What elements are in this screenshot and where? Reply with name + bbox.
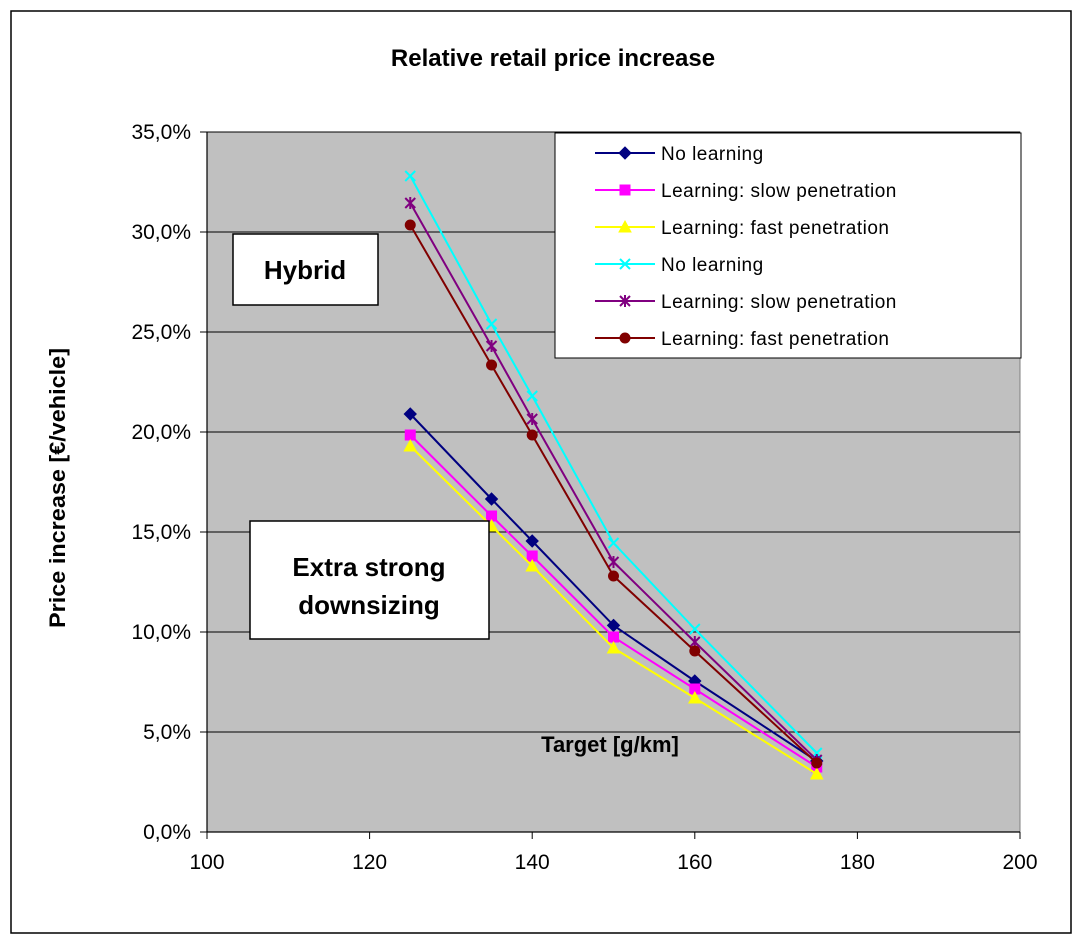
series-line [409,224,818,764]
legend-label: No learning [661,144,764,165]
legend-item: Learning: slow penetration [595,292,897,313]
square-marker [619,184,631,196]
series-line [409,445,818,775]
square-marker [404,429,416,441]
circle-marker [608,570,619,582]
x-tick-label: 160 [677,851,712,874]
star-marker [404,197,416,209]
annotation-box [232,233,379,306]
x-tick-label: 140 [515,851,550,874]
data-series [403,170,824,780]
star-marker [607,556,620,568]
circle-marker [486,359,498,371]
square-marker [608,631,619,643]
x-tick-label: 120 [352,851,387,874]
y-tick-label: 25,0% [131,321,191,344]
y-tick-label: 0,0% [143,821,191,844]
triangle-marker [403,438,418,452]
annotation-text: Extra strong [292,552,445,582]
x-tick-label: 200 [1002,851,1037,874]
series-line [409,175,818,754]
legend-item: Learning: fast penetration [595,329,890,350]
x-marker [689,623,701,635]
series-group [403,438,824,780]
y-tick-label: 5,0% [143,721,191,744]
annotation-hybrid: Hybrid [232,233,379,306]
annotation-text: downsizing [298,590,440,620]
y-tick-label: 10,0% [131,621,191,644]
diamond-marker [403,407,417,421]
axes: 0,0% 5,0% 10,0% 15,0% 20,0% 25,0% 30,0% 35,0% 10… [131,121,1037,874]
annotation-text: Hybrid [264,255,346,285]
circle-marker [689,645,701,657]
circle-marker [526,429,538,441]
triangle-marker [618,219,632,233]
legend-item: No learning [595,255,764,276]
legend: No learning Learning: slow penetration Lea… [554,132,1022,359]
diamond-marker [484,492,499,506]
y-tick-label: 20,0% [131,421,191,444]
triangle-marker [525,558,540,572]
circle-marker [811,757,823,769]
legend-label: No learning [661,255,764,276]
chart-title: Relative retail price increase [391,45,715,72]
triangle-marker [687,690,702,704]
x-marker [619,258,631,270]
legend-item: Learning: fast penetration [595,218,890,239]
triangle-marker [606,640,621,654]
series-group [404,170,823,759]
legend-item: Learning: slow penetration [595,181,897,202]
diamond-marker [606,618,621,633]
circle-marker [619,332,631,344]
series-line [409,202,818,761]
star-marker [526,413,538,425]
star-marker [485,340,498,352]
x-axis-title: Target [g/km] [541,732,679,757]
annotation-extra-strong-downsizing: Extra strong downsizing [249,520,490,640]
y-tick-label: 35,0% [131,121,191,144]
y-axis-title: Price increase [€/vehicle] [45,348,70,628]
x-marker [526,390,538,402]
legend-label: Learning: slow penetration [661,292,897,313]
diamond-marker [525,534,539,548]
legend-box [554,132,1022,359]
legend-item: No learning [595,144,764,165]
y-tick-label: 30,0% [131,221,191,244]
legend-label: Learning: slow penetration [661,181,897,202]
triangle-marker [809,766,824,780]
legend-label: Learning: fast penetration [661,218,890,239]
x-tick-label: 180 [840,851,875,874]
x-tick-label: 100 [189,851,224,874]
diamond-marker [618,146,632,160]
series-line [409,434,818,768]
x-marker [404,170,416,182]
series-group [404,197,823,766]
x-marker [485,318,498,330]
legend-label: Learning: fast penetration [661,329,890,350]
x-marker [607,537,620,549]
annotation-box [249,520,490,640]
series-line [409,413,818,762]
series-group [404,219,823,769]
circle-marker [404,219,416,231]
y-tick-label: 15,0% [131,521,191,544]
star-marker [619,295,631,307]
